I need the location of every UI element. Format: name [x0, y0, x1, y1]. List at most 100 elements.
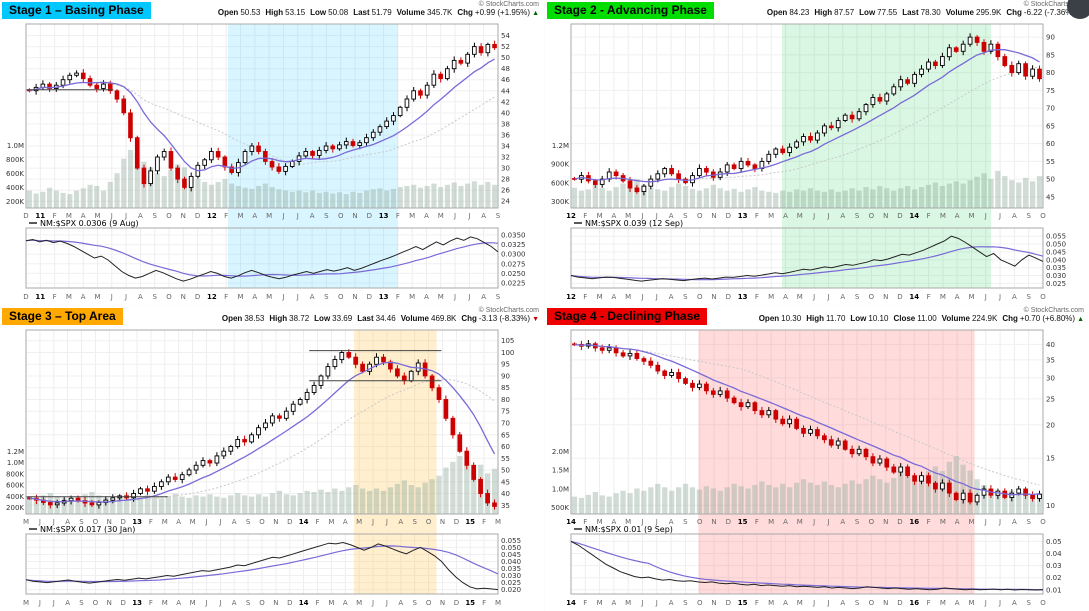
svg-text:40: 40	[501, 490, 510, 498]
svg-text:F: F	[396, 212, 400, 220]
svg-text:J: J	[640, 293, 643, 301]
svg-text:24: 24	[501, 198, 510, 206]
svg-text:J: J	[385, 599, 388, 607]
svg-text:M: M	[968, 293, 974, 301]
svg-text:A: A	[176, 599, 181, 607]
svg-text:15: 15	[738, 599, 748, 607]
svg-text:600K: 600K	[6, 170, 24, 178]
svg-text:A: A	[81, 293, 86, 301]
svg-text:A: A	[81, 212, 86, 220]
svg-text:30: 30	[501, 165, 510, 173]
svg-text:S: S	[855, 212, 860, 220]
svg-text:70: 70	[501, 420, 510, 428]
svg-text:M: M	[797, 293, 803, 301]
svg-text:13: 13	[379, 293, 389, 301]
svg-text:J: J	[296, 212, 299, 220]
svg-text:J: J	[998, 599, 1001, 607]
stage1-price-chart: 54 52 50 48 46 44 42 40 38 36 34 32 30 28 26 24 1.0M 800K…	[0, 0, 544, 305]
svg-text:A: A	[398, 599, 403, 607]
svg-text:M: M	[625, 599, 631, 607]
svg-text:O: O	[259, 518, 265, 526]
stage-highlight	[698, 330, 975, 594]
stage1-banner: Stage 1 – Basing Phase	[2, 2, 151, 19]
svg-text:D: D	[367, 212, 372, 220]
svg-text:M: M	[266, 293, 272, 301]
svg-text:M: M	[768, 599, 774, 607]
svg-text:M: M	[597, 599, 603, 607]
svg-text:D: D	[454, 599, 459, 607]
svg-text:2.0M: 2.0M	[552, 448, 569, 456]
svg-text:M: M	[162, 599, 168, 607]
svg-text:A: A	[669, 518, 674, 526]
svg-text:A: A	[783, 293, 788, 301]
svg-text:N: N	[711, 518, 716, 526]
svg-text:M: M	[768, 518, 774, 526]
svg-text:400K: 400K	[6, 184, 24, 192]
svg-text:N: N	[107, 599, 112, 607]
svg-text:0.040: 0.040	[501, 558, 521, 566]
svg-text:N: N	[711, 293, 716, 301]
svg-text:38: 38	[501, 120, 510, 128]
svg-text:N: N	[273, 599, 278, 607]
svg-text:J: J	[812, 212, 815, 220]
svg-text:D: D	[726, 293, 731, 301]
indicator-line	[25, 236, 499, 282]
svg-text:J: J	[204, 518, 207, 526]
svg-text:J: J	[38, 518, 41, 526]
svg-text:J: J	[385, 518, 388, 526]
svg-text:0.055: 0.055	[501, 537, 521, 545]
svg-text:A: A	[669, 293, 674, 301]
svg-text:35: 35	[1046, 356, 1055, 364]
svg-text:F: F	[224, 293, 228, 301]
long-ma-line	[574, 66, 1040, 182]
svg-text:A: A	[481, 293, 486, 301]
svg-text:D: D	[367, 293, 372, 301]
svg-text:M: M	[968, 212, 974, 220]
price-axis: 90 85 80 75 70 65 60 55 50 45	[1046, 34, 1055, 202]
svg-text:A: A	[65, 518, 70, 526]
svg-text:A: A	[840, 293, 845, 301]
svg-text:S: S	[412, 599, 417, 607]
svg-text:N: N	[181, 293, 186, 301]
indicator-label: NM:$SPX 0.039 (12 Sep)	[585, 219, 683, 228]
svg-text:0.045: 0.045	[501, 551, 521, 559]
ma-line	[29, 361, 496, 503]
svg-text:75: 75	[501, 408, 510, 416]
panel-stage1: 54 52 50 48 46 44 42 40 38 36 34 32 30 28 26 24 1.0M 800K…	[0, 0, 544, 305]
long-ma-line	[29, 81, 495, 165]
svg-text:S: S	[79, 599, 84, 607]
svg-text:F: F	[755, 518, 759, 526]
svg-text:N: N	[352, 212, 357, 220]
svg-text:200K: 200K	[6, 198, 24, 206]
svg-text:A: A	[955, 212, 960, 220]
svg-text:F: F	[583, 293, 587, 301]
svg-text:J: J	[812, 518, 815, 526]
svg-text:M: M	[495, 599, 501, 607]
svg-text:M: M	[94, 212, 100, 220]
profile-avatar[interactable]	[1067, 0, 1089, 19]
svg-text:M: M	[797, 518, 803, 526]
svg-text:S: S	[412, 518, 417, 526]
svg-text:12: 12	[566, 212, 576, 220]
stage3-header: © StockCharts.com Open 38.53 High 38.72 Low 3…	[217, 307, 539, 323]
stockcharts-watermark: © StockCharts.com	[478, 307, 539, 314]
svg-text:O: O	[426, 599, 432, 607]
svg-text:32: 32	[501, 154, 510, 162]
svg-text:A: A	[398, 518, 403, 526]
svg-text:J: J	[998, 212, 1001, 220]
svg-text:F: F	[755, 293, 759, 301]
svg-text:A: A	[955, 518, 960, 526]
svg-text:50: 50	[1046, 176, 1055, 184]
svg-text:O: O	[1040, 599, 1046, 607]
indicator-line	[570, 540, 1044, 591]
svg-text:14: 14	[566, 518, 576, 526]
svg-text:J: J	[52, 518, 55, 526]
svg-text:85: 85	[501, 384, 510, 392]
svg-text:J: J	[640, 599, 643, 607]
svg-text:M: M	[356, 518, 362, 526]
svg-text:J: J	[998, 518, 1001, 526]
svg-text:J: J	[984, 212, 987, 220]
panel-stage3: 105 100 95 90 85 80 75 70 65 60 55 50 45 40 35 1.2M 1.0M…	[0, 306, 544, 611]
svg-text:F: F	[927, 293, 931, 301]
volume-bars	[571, 170, 1043, 208]
